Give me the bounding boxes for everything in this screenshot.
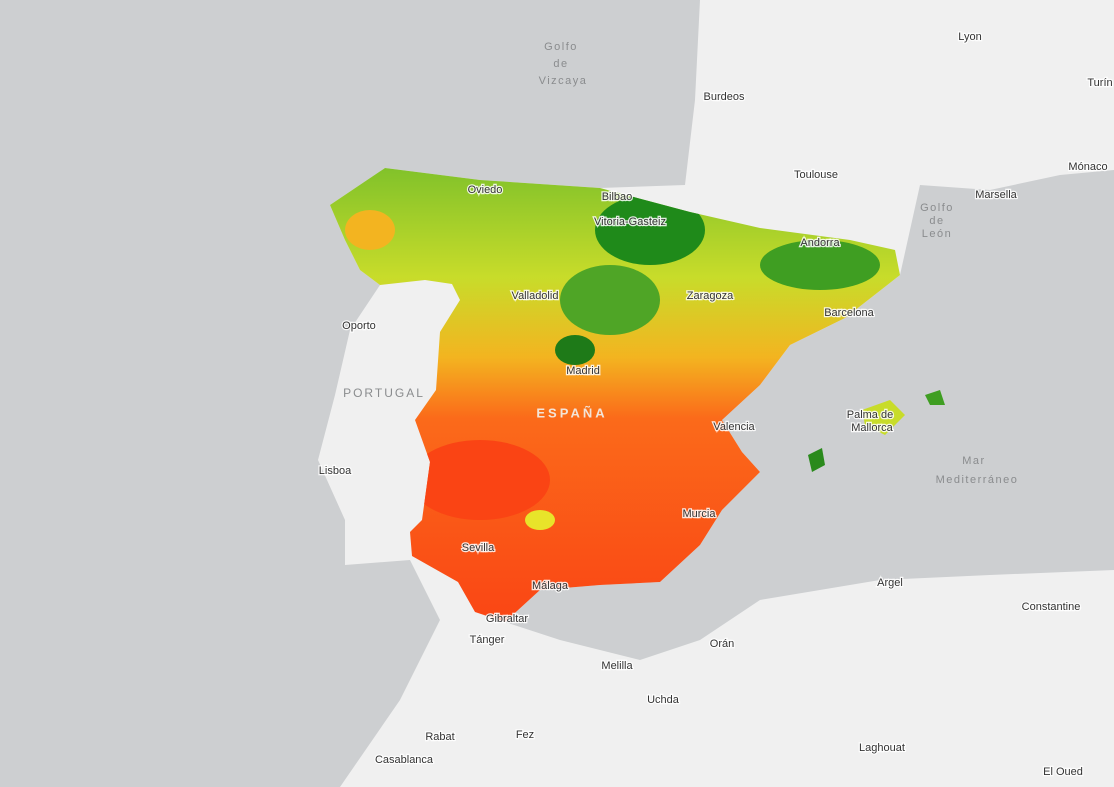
place-label: Zaragoza: [687, 290, 734, 302]
sea-label: Mar: [962, 455, 985, 467]
region-patch: [760, 240, 880, 290]
place-label: Marsella: [975, 189, 1017, 201]
place-label: Madrid: [566, 365, 600, 377]
country-label: ESPAÑA: [536, 405, 607, 420]
region-patch: [345, 210, 395, 250]
region-patch: [560, 265, 660, 335]
place-label: Melilla: [601, 660, 633, 672]
place-label: Mallorca: [851, 422, 893, 434]
sea-label: Mediterráneo: [936, 474, 1019, 486]
place-label: Laghouat: [859, 742, 905, 754]
place-label: Lisboa: [319, 465, 352, 477]
region-patch: [555, 335, 595, 365]
country-label: PORTUGAL: [343, 386, 425, 400]
region-patch: [595, 195, 705, 265]
menorca: [925, 390, 945, 405]
place-label: Casablanca: [375, 754, 434, 766]
place-label: Valencia: [713, 421, 755, 433]
place-label: Toulouse: [794, 169, 838, 181]
place-label: Fez: [516, 729, 534, 741]
place-label: Vitoria-Gasteiz: [594, 216, 666, 228]
place-label: Orán: [710, 638, 734, 650]
place-label: Valladolid: [512, 290, 559, 302]
place-label: Golfo: [544, 41, 578, 53]
place-label: de: [553, 58, 568, 70]
place-label: Andorra: [800, 237, 840, 249]
place-label: Vizcaya: [539, 75, 588, 87]
place-label: Constantine: [1022, 601, 1081, 613]
place-label: Oporto: [342, 320, 376, 332]
place-label: Oviedo: [468, 184, 503, 196]
place-label: León: [922, 228, 952, 240]
place-label: Rabat: [425, 731, 454, 743]
ibiza: [808, 448, 825, 472]
place-label: Mónaco: [1068, 161, 1107, 173]
atlantic: [0, 0, 700, 787]
place-label: Murcia: [682, 508, 716, 520]
place-label: El Oued: [1043, 766, 1083, 778]
place-label: Málaga: [532, 580, 569, 592]
place-label: Lyon: [958, 31, 981, 43]
place-label: Gibraltar: [486, 613, 529, 625]
mediterranean: [505, 170, 1114, 660]
place-label: Burdeos: [704, 91, 745, 103]
region-patch: [525, 510, 555, 530]
place-label: Argel: [877, 577, 903, 589]
place-label: Sevilla: [462, 542, 495, 554]
place-label: Tánger: [470, 634, 505, 646]
place-label: Turín: [1087, 77, 1112, 89]
mallorca: [862, 400, 905, 435]
place-label: Palma de: [847, 409, 893, 421]
region-patch: [410, 440, 550, 520]
place-label: Barcelona: [824, 307, 874, 319]
place-label: Uchda: [647, 694, 680, 706]
place-label: Golfo: [920, 202, 954, 214]
place-label: Bilbao: [602, 191, 633, 203]
place-label: de: [929, 215, 944, 227]
